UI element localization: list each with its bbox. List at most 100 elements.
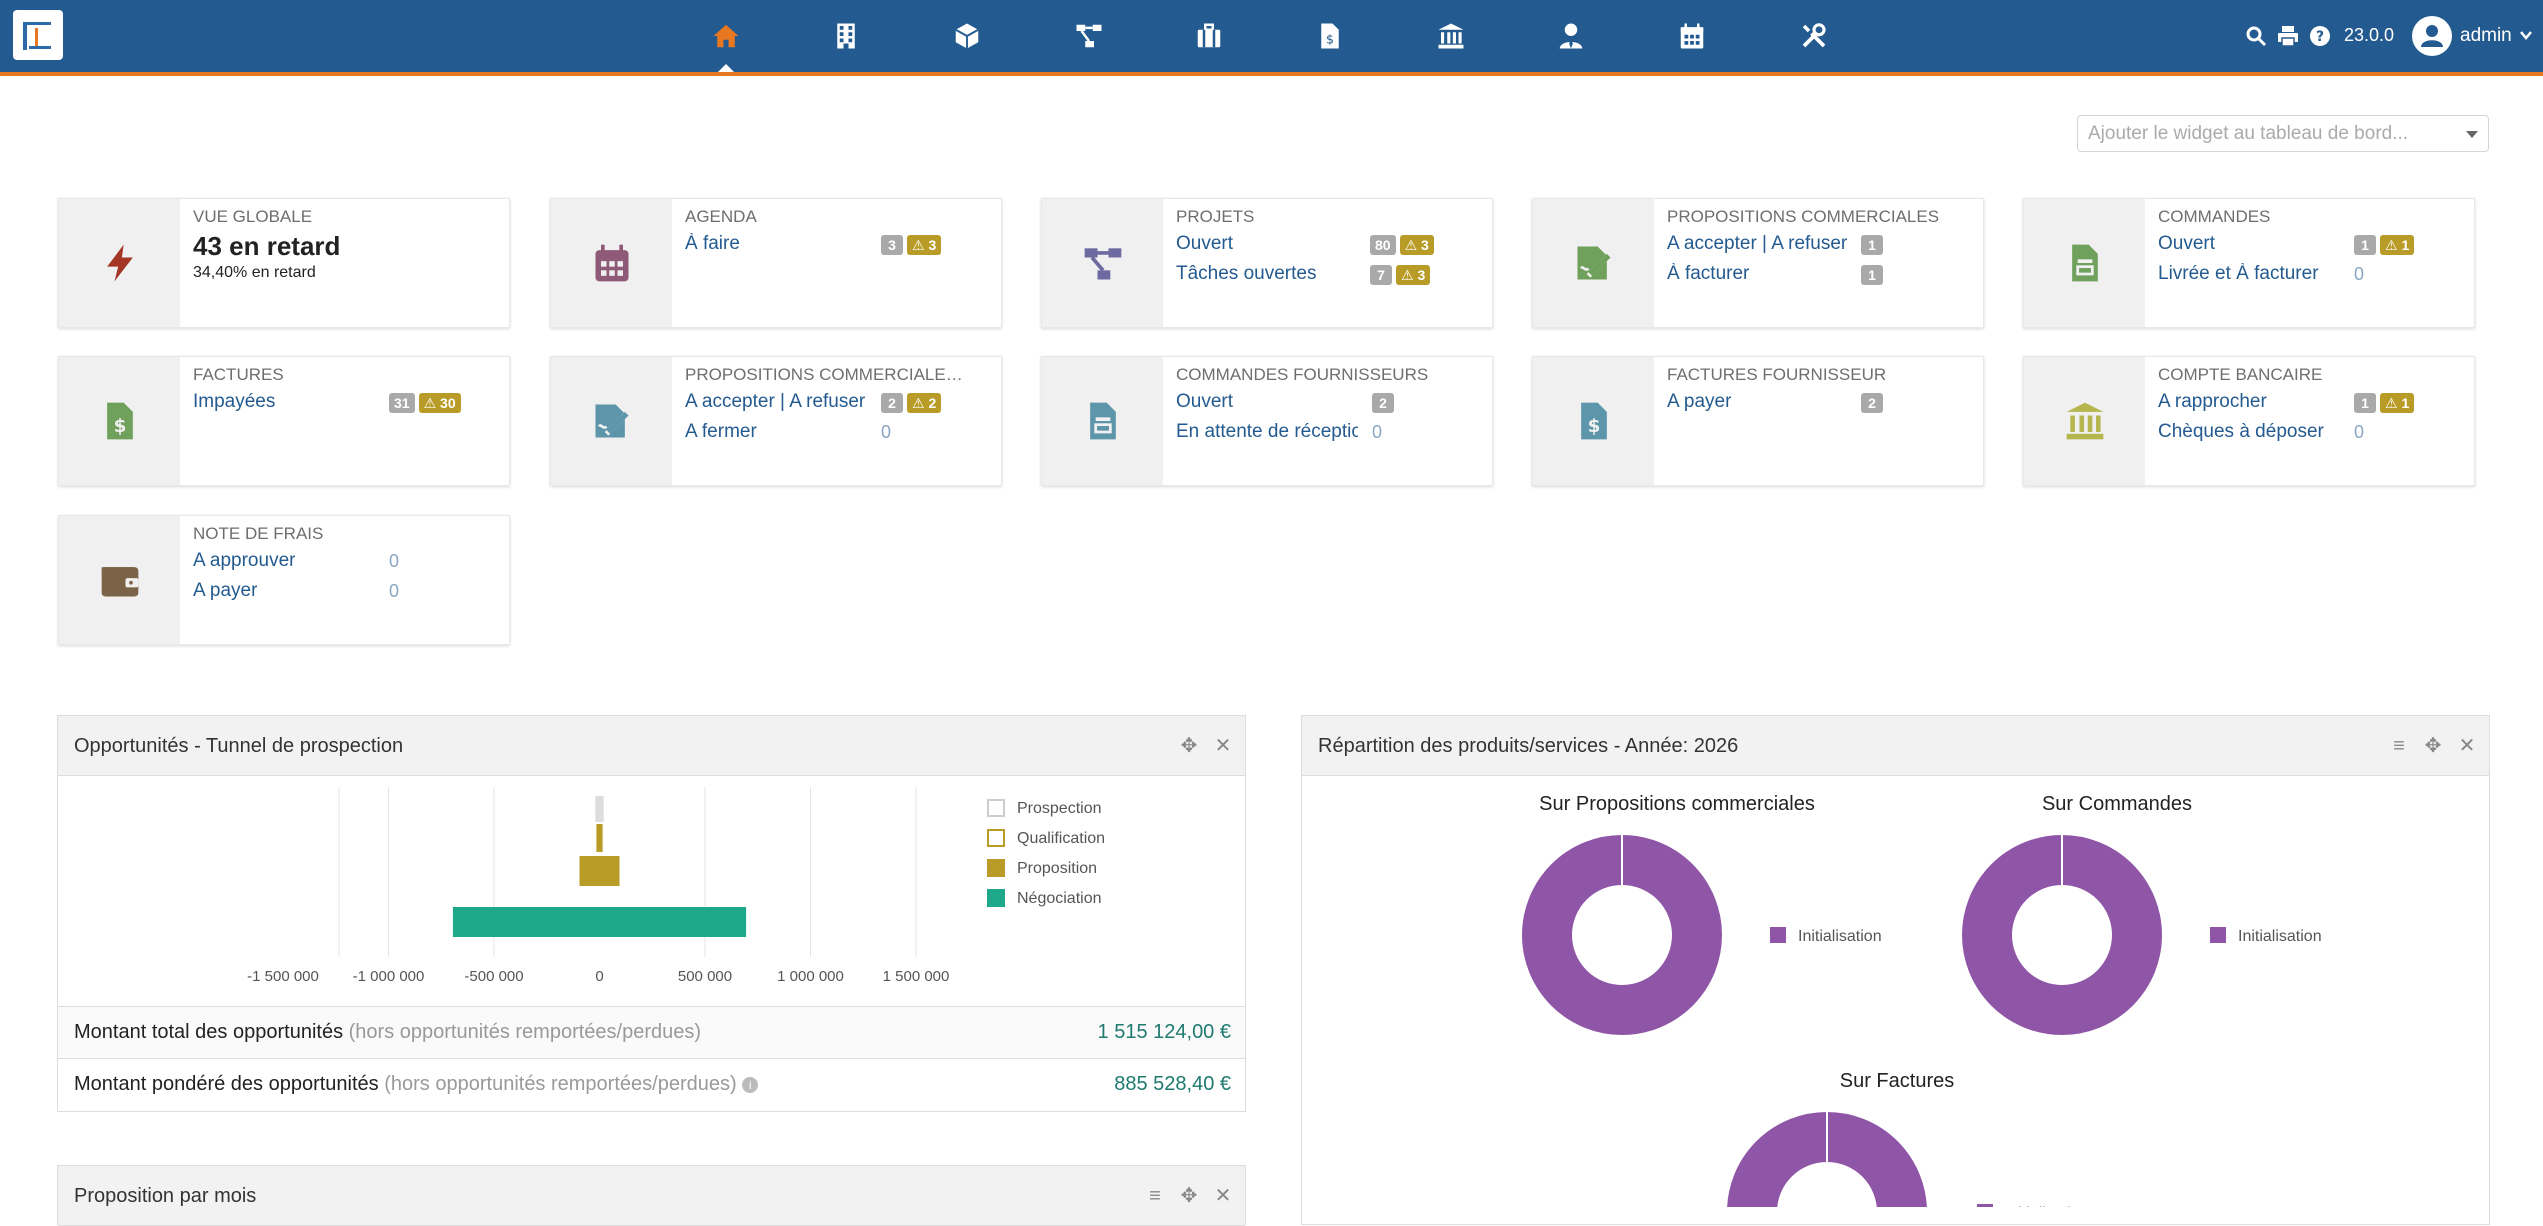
cube-icon[interactable]: [949, 18, 985, 54]
legend-label: Initialisation: [2005, 1205, 2089, 1207]
search-icon[interactable]: [2240, 20, 2272, 52]
box-vue-globale[interactable]: Vue globale 43 en retard 34,40% en retar…: [58, 198, 510, 328]
line-label[interactable]: En attente de réceptio: [1176, 421, 1358, 442]
line-label[interactable]: A accepter | A refuser: [685, 391, 866, 412]
filter-icon[interactable]: ≡: [1149, 1185, 1161, 1207]
line-label[interactable]: Ouvert: [2158, 233, 2216, 254]
frais-pay-line[interactable]: A payer 0: [193, 576, 499, 606]
user-tie-icon[interactable]: [1553, 18, 1589, 54]
line-label[interactable]: Ouvert: [1176, 233, 1234, 254]
calendar-icon[interactable]: [1674, 18, 1710, 54]
commandes-f-waiting-line[interactable]: En attente de réceptio 0: [1176, 417, 1482, 447]
late-badge[interactable]: ⚠ 3: [1396, 265, 1431, 285]
frais-approve-line[interactable]: A approuver 0: [193, 546, 499, 576]
count-badge[interactable]: 1: [2354, 393, 2376, 413]
line-label[interactable]: A fermer: [685, 421, 757, 442]
line-label[interactable]: A rapprocher: [2158, 391, 2267, 412]
banque-reconcile-line[interactable]: A rapprocher 1 ⚠ 1: [2158, 387, 2464, 417]
count-badge[interactable]: 1: [1861, 235, 1883, 255]
commandes-f-open-line[interactable]: Ouvert 2: [1176, 387, 1482, 417]
svg-text:?: ?: [2316, 29, 2324, 45]
zero-count: 0: [389, 551, 400, 571]
late-count: 1: [2401, 237, 2410, 253]
late-badge[interactable]: ⚠ 3: [1399, 235, 1434, 255]
late-badge[interactable]: ⚠ 1: [2380, 235, 2415, 255]
propositions-invoice-line[interactable]: À facturer 1: [1667, 259, 1973, 289]
late-badge[interactable]: ⚠ 30: [418, 393, 461, 413]
late-badge[interactable]: ⚠ 1: [2380, 393, 2415, 413]
close-icon[interactable]: ✕: [2458, 735, 2476, 757]
line-label[interactable]: Tâches ouvertes: [1176, 263, 1317, 284]
line-label[interactable]: À faire: [685, 233, 740, 254]
count-badge[interactable]: 1: [2354, 235, 2376, 255]
commandes-delivered-line[interactable]: Livrée et À facturer 0: [2158, 259, 2464, 289]
weighted-note: (hors opportunités remportées/perdues): [384, 1073, 737, 1095]
invoice-icon[interactable]: $: [1312, 18, 1348, 54]
home-icon[interactable]: [708, 18, 744, 54]
help-icon[interactable]: ?: [2304, 20, 2336, 52]
late-badge[interactable]: ⚠ 2: [907, 393, 942, 413]
projets-tasks-line[interactable]: Tâches ouvertes 7 ⚠ 3: [1176, 259, 1482, 289]
legend-swatch: [987, 799, 1005, 817]
move-icon[interactable]: ✥: [2424, 735, 2442, 757]
projets-open-line[interactable]: Ouvert 80 ⚠ 3: [1176, 229, 1482, 259]
line-label[interactable]: A approuver: [193, 550, 296, 571]
info-icon[interactable]: i: [742, 1076, 759, 1093]
legend-label: Prospection: [1017, 800, 1102, 817]
late-count[interactable]: 43 en retard: [193, 231, 341, 261]
count-badge[interactable]: 1: [1861, 265, 1883, 285]
propositions-f-accept-line[interactable]: A accepter | A refuser 2 ⚠ 2: [685, 387, 991, 417]
close-icon[interactable]: ✕: [1214, 735, 1232, 757]
factures-f-pay-line[interactable]: A payer 2: [1667, 387, 1973, 417]
add-widget-select[interactable]: Ajouter le widget au tableau de bord...: [2077, 115, 2489, 152]
line-label[interactable]: Chèques à déposer: [2158, 421, 2324, 442]
banque-cheques-line[interactable]: Chèques à déposer 0: [2158, 417, 2464, 447]
line-label[interactable]: À facturer: [1667, 263, 1750, 284]
line-label[interactable]: Impayées: [193, 391, 276, 412]
user-name[interactable]: admin: [2460, 25, 2512, 46]
late-badge[interactable]: ⚠ 3: [907, 235, 942, 255]
count-badge[interactable]: 80: [1370, 235, 1396, 255]
line-label[interactable]: Livrée et À facturer: [2158, 263, 2319, 284]
box-title: Factures fournisseur: [1667, 365, 1887, 384]
weighted-opportunities-row: Montant pondéré des opportunités (hors o…: [58, 1058, 1245, 1110]
line-label[interactable]: Ouvert: [1176, 391, 1234, 412]
count-badge[interactable]: 2: [881, 393, 903, 413]
box-title: Projets: [1176, 207, 1255, 226]
close-icon[interactable]: ✕: [1214, 1185, 1232, 1207]
line-label[interactable]: A payer: [193, 580, 258, 601]
count-badge[interactable]: 31: [389, 393, 415, 413]
filter-icon[interactable]: ≡: [2393, 735, 2405, 757]
count-badge[interactable]: 2: [1861, 393, 1883, 413]
print-icon[interactable]: [2272, 20, 2304, 52]
count-badge[interactable]: 3: [881, 235, 903, 255]
chevron-down-icon[interactable]: [2518, 27, 2534, 48]
tools-icon[interactable]: [1796, 18, 1832, 54]
propositions-accept-line[interactable]: A accepter | A refuser 1: [1667, 229, 1973, 259]
commandes-open-line[interactable]: Ouvert 1 ⚠ 1: [2158, 229, 2464, 259]
bank-icon[interactable]: [1433, 18, 1469, 54]
line-label[interactable]: A payer: [1667, 391, 1732, 412]
line-label[interactable]: A accepter | A refuser: [1667, 233, 1848, 254]
count-badge[interactable]: 7: [1370, 265, 1392, 285]
move-icon[interactable]: ✥: [1180, 735, 1198, 757]
move-icon[interactable]: ✥: [1180, 1185, 1198, 1207]
box-icon-area: $: [1533, 357, 1654, 485]
building-icon[interactable]: [828, 18, 864, 54]
agenda-todo-line[interactable]: À faire 3 ⚠ 3: [685, 229, 991, 259]
propositions-f-close-line[interactable]: A fermer 0: [685, 417, 991, 447]
factures-unpaid-line[interactable]: Impayées 31 ⚠ 30: [193, 387, 499, 417]
late-count: 30: [440, 395, 456, 411]
funnel-bar: [579, 856, 620, 886]
box-propositions-fournisseurs: Propositions commerciale… A accepter | A…: [550, 356, 1002, 486]
funnel-chart: -1 500 000 -1 000 000 -500 000 0 500 000 1 00…: [247, 787, 1105, 985]
box-compte-bancaire: Compte bancaire A rapprocher 1 ⚠ 1 Chèque…: [2023, 356, 2475, 486]
briefcase-icon[interactable]: [1191, 18, 1227, 54]
x-tick-label: 0: [595, 968, 603, 985]
svg-text:$: $: [113, 416, 126, 437]
invoice-icon: $: [1580, 402, 1607, 440]
project-icon[interactable]: [1071, 18, 1107, 54]
app-logo[interactable]: [13, 10, 63, 60]
user-avatar[interactable]: [2412, 16, 2452, 56]
count-badge[interactable]: 2: [1372, 393, 1394, 413]
